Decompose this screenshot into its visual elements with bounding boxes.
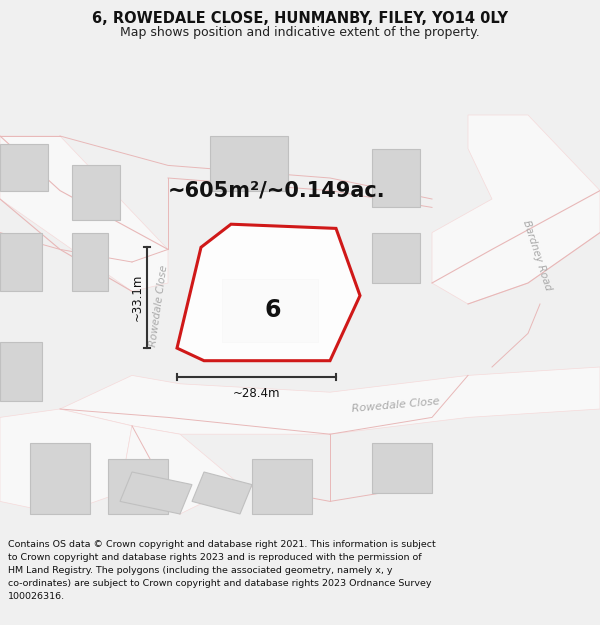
- Polygon shape: [222, 279, 318, 342]
- Polygon shape: [372, 149, 420, 208]
- Text: co-ordinates) are subject to Crown copyright and database rights 2023 Ordnance S: co-ordinates) are subject to Crown copyr…: [8, 579, 431, 588]
- Text: 6, ROWEDALE CLOSE, HUNMANBY, FILEY, YO14 0LY: 6, ROWEDALE CLOSE, HUNMANBY, FILEY, YO14…: [92, 11, 508, 26]
- Text: Rowedale Close: Rowedale Close: [148, 264, 170, 348]
- Polygon shape: [432, 115, 600, 304]
- Polygon shape: [372, 232, 420, 283]
- Polygon shape: [177, 224, 360, 361]
- Polygon shape: [30, 442, 90, 514]
- Polygon shape: [108, 459, 168, 514]
- Polygon shape: [0, 136, 168, 291]
- Text: 6: 6: [265, 298, 281, 322]
- Text: Map shows position and indicative extent of the property.: Map shows position and indicative extent…: [120, 26, 480, 39]
- Text: HM Land Registry. The polygons (including the associated geometry, namely x, y: HM Land Registry. The polygons (includin…: [8, 566, 392, 575]
- Text: Contains OS data © Crown copyright and database right 2021. This information is : Contains OS data © Crown copyright and d…: [8, 540, 436, 549]
- Text: 100026316.: 100026316.: [8, 592, 65, 601]
- Polygon shape: [252, 459, 312, 514]
- Polygon shape: [72, 166, 120, 220]
- Text: Bardney Road: Bardney Road: [521, 219, 553, 292]
- Polygon shape: [120, 472, 192, 514]
- Polygon shape: [192, 472, 252, 514]
- Text: to Crown copyright and database rights 2023 and is reproduced with the permissio: to Crown copyright and database rights 2…: [8, 553, 422, 562]
- Text: ~33.1m: ~33.1m: [131, 274, 143, 321]
- Bar: [0, 115, 600, 535]
- Polygon shape: [72, 232, 108, 291]
- Text: ~605m²/~0.149ac.: ~605m²/~0.149ac.: [168, 181, 386, 201]
- Polygon shape: [0, 342, 42, 401]
- Polygon shape: [120, 426, 240, 514]
- Polygon shape: [210, 136, 288, 191]
- Polygon shape: [0, 232, 42, 291]
- Text: Rowedale Close: Rowedale Close: [352, 396, 440, 414]
- Polygon shape: [372, 442, 432, 493]
- Text: ~28.4m: ~28.4m: [233, 387, 280, 400]
- Polygon shape: [60, 367, 600, 434]
- Polygon shape: [0, 144, 48, 191]
- Polygon shape: [0, 409, 132, 514]
